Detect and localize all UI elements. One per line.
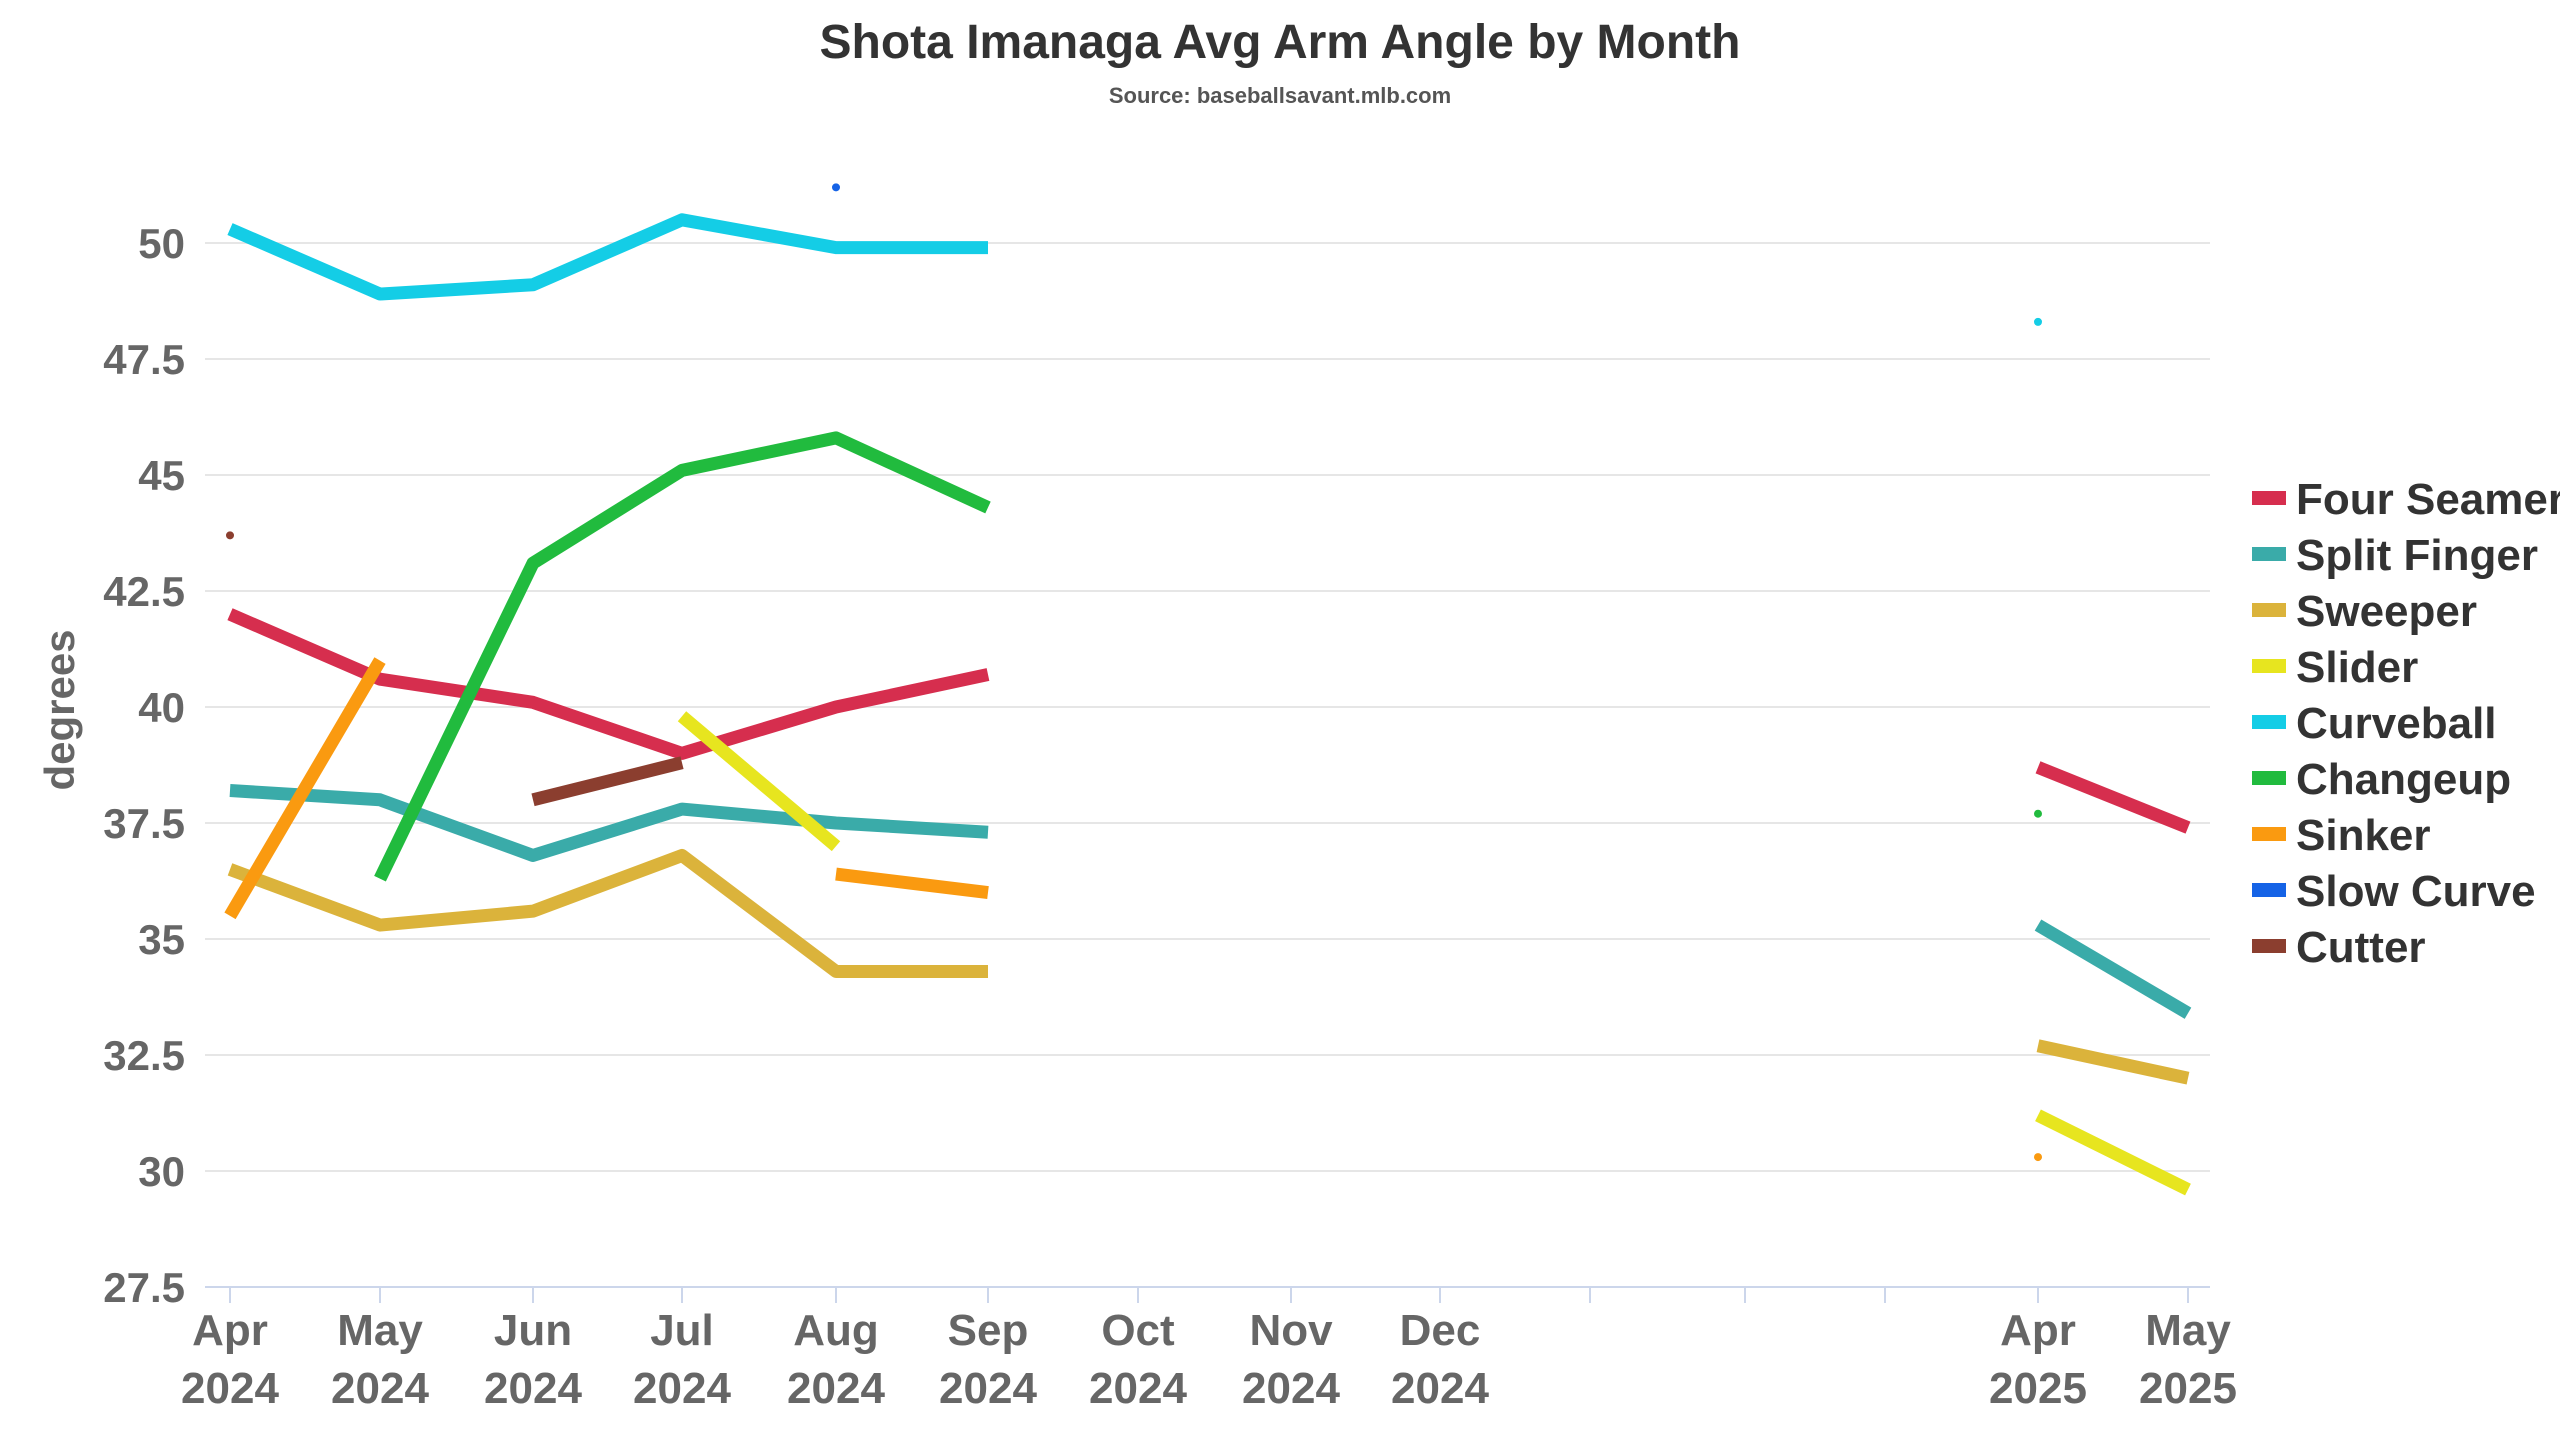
legend-swatch [2252,883,2286,897]
x-tick-label-month: Jul [650,1306,714,1355]
legend-swatch [2252,827,2286,841]
legend-item-label: Sinker [2296,811,2431,860]
x-tick-label-year: 2024 [484,1364,582,1413]
x-tick-label-year: 2025 [1989,1364,2087,1413]
series-line [227,608,990,760]
legend-item-label: Four Seamer [2296,475,2560,524]
legend-swatch [2252,659,2286,673]
series-line [374,431,991,882]
legend-item-label: Changeup [2296,755,2511,804]
legend-swatch [2252,491,2286,505]
series-line [2034,919,2192,1019]
x-tick-label-year: 2024 [633,1364,731,1413]
x-tick-label-month: May [337,1306,423,1355]
legend-swatch [2252,771,2286,785]
y-tick-label: 37.5 [103,800,185,847]
series-line [531,756,684,807]
series-slider [677,711,2191,1196]
x-tick-label-month: Nov [1249,1306,1333,1355]
x-tick-label-year: 2024 [939,1364,1037,1413]
x-tick-label-month: Dec [1400,1306,1481,1355]
y-tick-label: 35 [138,916,185,963]
x-tick-label-month: Apr [192,1306,268,1355]
legend-item-label: Sweeper [2296,587,2477,636]
data-point [2034,809,2042,818]
series-changeup [374,431,2042,882]
y-axis-ticks: 27.5 30 32.5 35 37.5 40 42.5 45 47.5 50 [103,220,185,1311]
series-line [227,848,988,978]
x-axis: Apr 2024 May 2024 Jun 2024 Jul 2024 Aug 2024 Sep 20… [181,1286,2237,1413]
x-tick-label-year: 2024 [331,1364,429,1413]
data-point [2034,1153,2042,1162]
y-tick-label: 45 [138,452,185,499]
x-tick-label-year: 2024 [1391,1364,1489,1413]
x-tick-label-month: Jun [494,1306,572,1355]
x-tick-label-month: Sep [948,1306,1029,1355]
x-tick-label-month: May [2145,1306,2231,1355]
legend-item-label: Slow Curve [2296,867,2536,916]
legend-item-label: Cutter [2296,923,2426,972]
series-line [229,784,989,862]
y-tick-label: 40 [138,684,185,731]
series-curveball [227,213,2042,326]
x-tick-label-year: 2024 [181,1364,279,1413]
x-tick-label-year: 2024 [1242,1364,1340,1413]
series-cutter [226,531,684,807]
x-tick-label-year: 2024 [1089,1364,1187,1413]
data-point [2034,317,2042,326]
x-tick-label-month: Oct [1101,1306,1175,1355]
data-point [832,183,840,192]
legend-item-label: Split Finger [2296,531,2538,580]
legend-swatch [2252,603,2286,617]
chart-title: Shota Imanaga Avg Arm Angle by Month [820,16,1741,69]
grid-lines [205,242,2210,1172]
series-line [2035,761,2191,834]
y-tick-label: 32.5 [103,1032,185,1079]
series-sinker [224,657,2042,1162]
legend-swatch [2252,547,2286,561]
y-axis-label: degrees [36,629,83,790]
y-tick-label: 30 [138,1148,185,1195]
x-tick-label-month: Apr [2000,1306,2076,1355]
series-four-seamer [227,608,2191,834]
legend-swatch [2252,939,2286,953]
data-point [226,531,234,540]
series-slow-curve [832,183,840,192]
legend-swatch [2252,715,2286,729]
series-line [677,711,841,852]
legend-item-label: Slider [2296,643,2418,692]
series-line [227,213,988,301]
series-sweeper [227,848,2190,1085]
series-line [835,867,989,900]
legend: Four Seamer Split Finger Sweeper Slider Curv… [2252,475,2560,972]
chart-subtitle: Source: baseballsavant.mlb.com [1109,83,1451,108]
y-tick-label: 42.5 [103,568,185,615]
y-tick-label: 47.5 [103,336,185,383]
series-line [2036,1039,2190,1085]
legend-item-label: Curveball [2296,699,2497,748]
x-tick-label-year: 2025 [2139,1364,2237,1413]
series-lines [224,183,2192,1196]
series-line [224,657,386,920]
series-line [2035,1109,2191,1196]
y-tick-label: 50 [138,220,185,267]
y-tick-label: 27.5 [103,1264,185,1311]
x-tick-label-month: Aug [793,1306,879,1355]
x-tick-label-year: 2024 [787,1364,885,1413]
series-split-finger [229,784,2192,1019]
